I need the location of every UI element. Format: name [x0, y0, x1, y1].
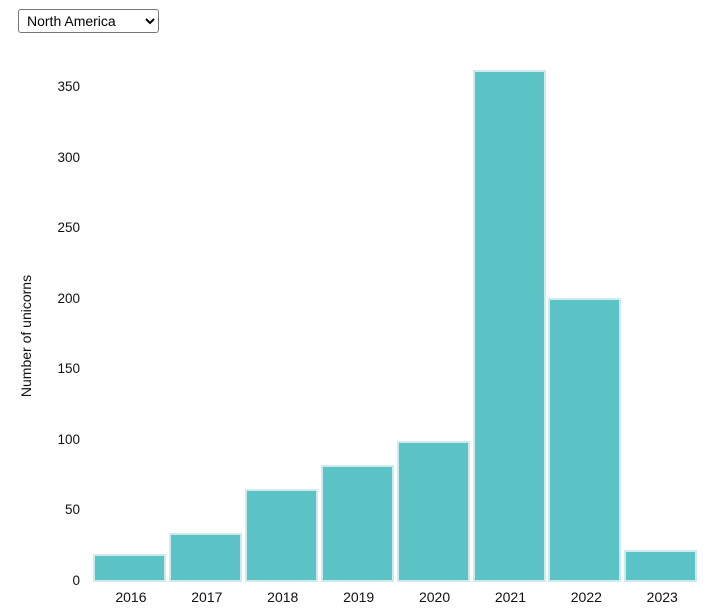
x-tick-label: 2019: [343, 589, 375, 605]
y-tick-label: 250: [57, 220, 80, 236]
x-tick-label: 2021: [494, 589, 527, 605]
bar-2017[interactable]: [168, 532, 242, 582]
y-tick-label: 300: [57, 149, 80, 165]
bar-2016[interactable]: [93, 553, 166, 582]
y-tick-label: 100: [57, 431, 80, 447]
x-tick-label: 2018: [267, 589, 299, 605]
bar-2023[interactable]: [624, 549, 698, 582]
bar-2021[interactable]: [472, 69, 546, 582]
bar-2022[interactable]: [548, 298, 622, 582]
x-tick-label: 2023: [646, 589, 678, 605]
bar-2018[interactable]: [244, 488, 318, 582]
x-tick-label: 2020: [418, 589, 451, 605]
x-tick-label: 2017: [191, 589, 223, 605]
y-tick-label: 150: [57, 361, 80, 377]
y-tick-label: 0: [72, 573, 80, 588]
region-select[interactable]: North America: [18, 9, 159, 33]
bar-2020[interactable]: [396, 440, 470, 582]
bar-2019[interactable]: [320, 464, 394, 582]
x-tick-label: 2016: [115, 589, 147, 605]
y-tick-label: 200: [57, 290, 80, 306]
y-tick-label: 350: [57, 79, 80, 94]
y-tick-label: 50: [64, 502, 80, 518]
x-tick-label: 2022: [570, 589, 602, 605]
